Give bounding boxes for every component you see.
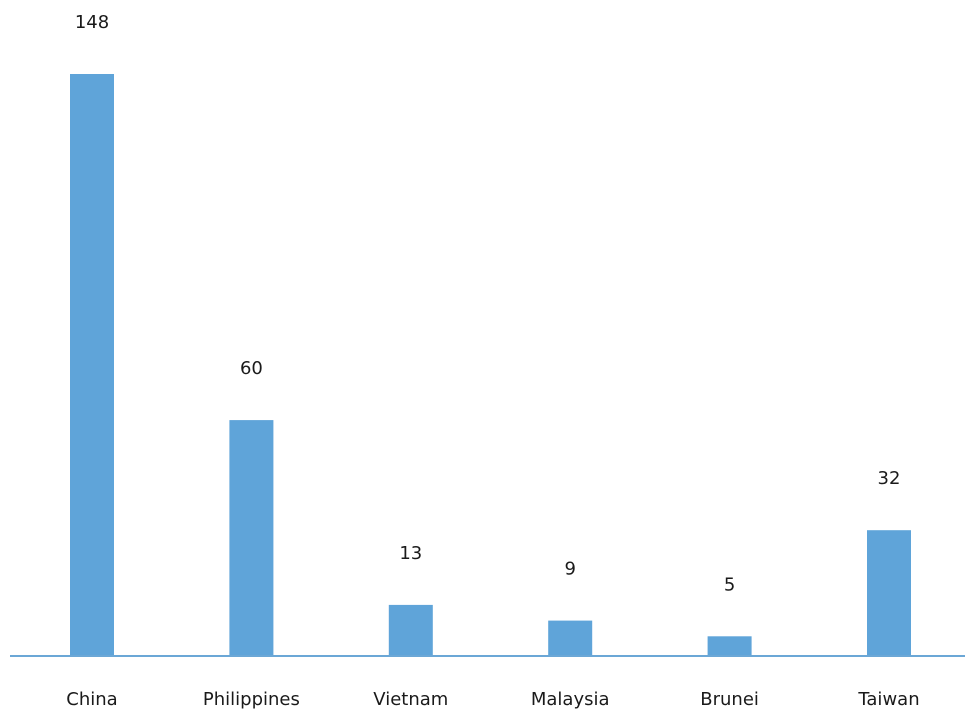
bar-brunei <box>707 636 752 656</box>
bar-taiwan <box>867 530 911 656</box>
data-label-malaysia: 9 <box>564 559 575 580</box>
category-label-malaysia: Malaysia <box>531 689 610 710</box>
value-labels-group: 148 60 13 9 5 32 <box>75 12 901 595</box>
bars-group <box>70 74 911 656</box>
data-label-vietnam: 13 <box>399 543 422 564</box>
bar-philippines <box>229 420 274 656</box>
category-label-vietnam: Vietnam <box>373 689 448 710</box>
category-label-taiwan: Taiwan <box>857 689 919 710</box>
bar-vietnam <box>388 604 433 656</box>
category-label-philippines: Philippines <box>203 689 300 710</box>
bar-malaysia <box>548 620 593 656</box>
data-label-taiwan: 32 <box>878 468 901 489</box>
category-label-brunei: Brunei <box>700 689 759 710</box>
bar-china <box>70 74 114 656</box>
category-labels-group: China Philippines Vietnam Malaysia Brunei Tai… <box>66 689 919 710</box>
data-label-china: 148 <box>75 12 109 33</box>
category-label-china: China <box>66 689 117 710</box>
data-label-philippines: 60 <box>240 358 263 379</box>
data-label-brunei: 5 <box>724 574 735 595</box>
